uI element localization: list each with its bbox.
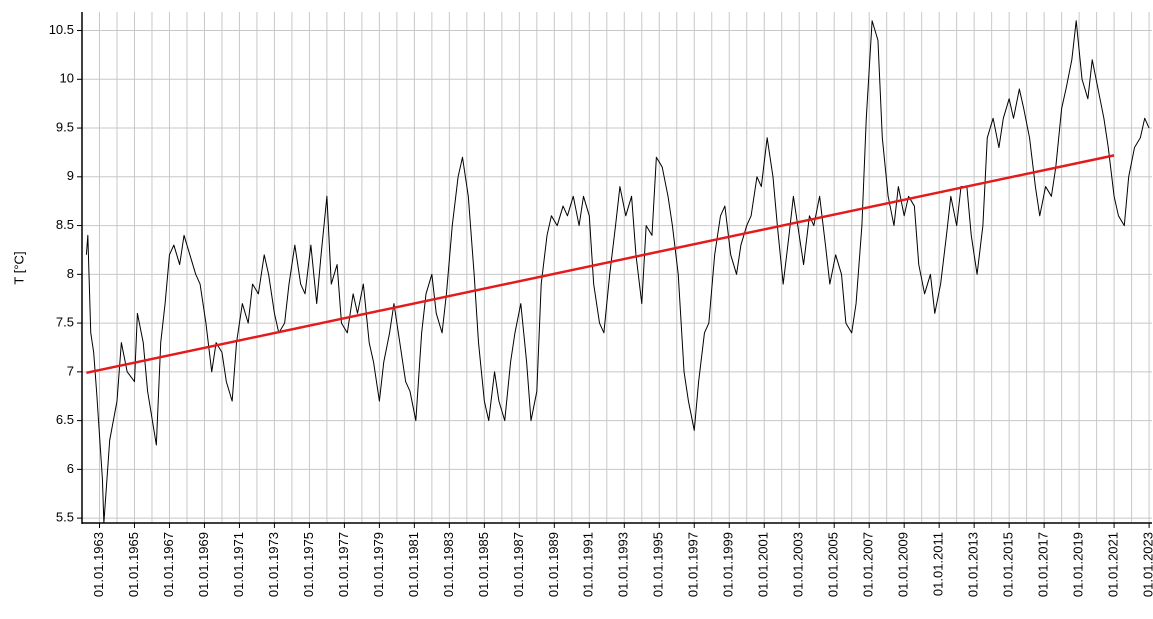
x-tick-label: 01.01.2009 bbox=[896, 532, 911, 597]
x-tick-label: 01.01.1973 bbox=[266, 532, 281, 597]
x-tick-label: 01.01.1997 bbox=[686, 532, 701, 597]
x-tick-label: 01.01.2015 bbox=[1001, 532, 1016, 597]
x-tick-label: 01.01.1979 bbox=[371, 532, 386, 597]
x-tick-label: 01.01.1977 bbox=[336, 532, 351, 597]
y-tick-label: 5.5 bbox=[56, 510, 74, 525]
x-tick-label: 01.01.1993 bbox=[616, 532, 631, 597]
x-tick-label: 01.01.2005 bbox=[826, 532, 841, 597]
x-tick-label: 01.01.2001 bbox=[756, 532, 771, 597]
x-tick-label: 01.01.1969 bbox=[196, 532, 211, 597]
x-tick-label: 01.01.1983 bbox=[441, 532, 456, 597]
x-tick-label: 01.01.1981 bbox=[406, 532, 421, 597]
line-series bbox=[86, 154, 1115, 375]
x-tick-label: 01.01.1967 bbox=[161, 532, 176, 597]
line-series bbox=[85, 20, 1150, 524]
x-tick-label: 01.01.1995 bbox=[651, 532, 666, 597]
x-tick-label: 01.01.1963 bbox=[91, 532, 106, 597]
x-tick-label: 01.01.2013 bbox=[966, 532, 981, 597]
y-axis-label: T [°C] bbox=[11, 251, 26, 284]
y-tick-label: 10 bbox=[60, 71, 74, 86]
x-tick-label: 01.01.1985 bbox=[476, 532, 491, 597]
y-tick-label: 7 bbox=[67, 363, 74, 378]
y-tick-label: 6 bbox=[67, 461, 74, 476]
y-tick-label: 8 bbox=[67, 266, 74, 281]
y-tick-label: 9.5 bbox=[56, 119, 74, 134]
x-tick-label: 01.01.2007 bbox=[861, 532, 876, 597]
x-tick-label: 01.01.2003 bbox=[791, 532, 806, 597]
y-tick-label: 10.5 bbox=[49, 22, 74, 37]
x-tick-label: 01.01.2017 bbox=[1036, 532, 1051, 597]
y-tick-label: 7.5 bbox=[56, 315, 74, 330]
x-tick-label: 01.01.2011 bbox=[931, 532, 946, 596]
y-tick-label: 6.5 bbox=[56, 412, 74, 427]
x-tick-label: 01.01.2019 bbox=[1071, 532, 1086, 597]
y-tick-label: 9 bbox=[67, 168, 74, 183]
x-tick-label: 01.01.2023 bbox=[1141, 532, 1153, 597]
x-tick-label: 01.01.1999 bbox=[721, 532, 736, 597]
x-tick-label: 01.01.1987 bbox=[511, 532, 526, 597]
x-tick-label: 01.01.1971 bbox=[231, 532, 246, 597]
y-tick-label: 8.5 bbox=[56, 217, 74, 232]
x-tick-label: 01.01.1975 bbox=[301, 532, 316, 597]
x-tick-label: 01.01.2021 bbox=[1106, 532, 1121, 597]
x-tick-label: 01.01.1991 bbox=[581, 532, 596, 597]
x-tick-label: 01.01.1965 bbox=[126, 532, 141, 597]
x-tick-label: 01.01.1989 bbox=[546, 532, 561, 597]
